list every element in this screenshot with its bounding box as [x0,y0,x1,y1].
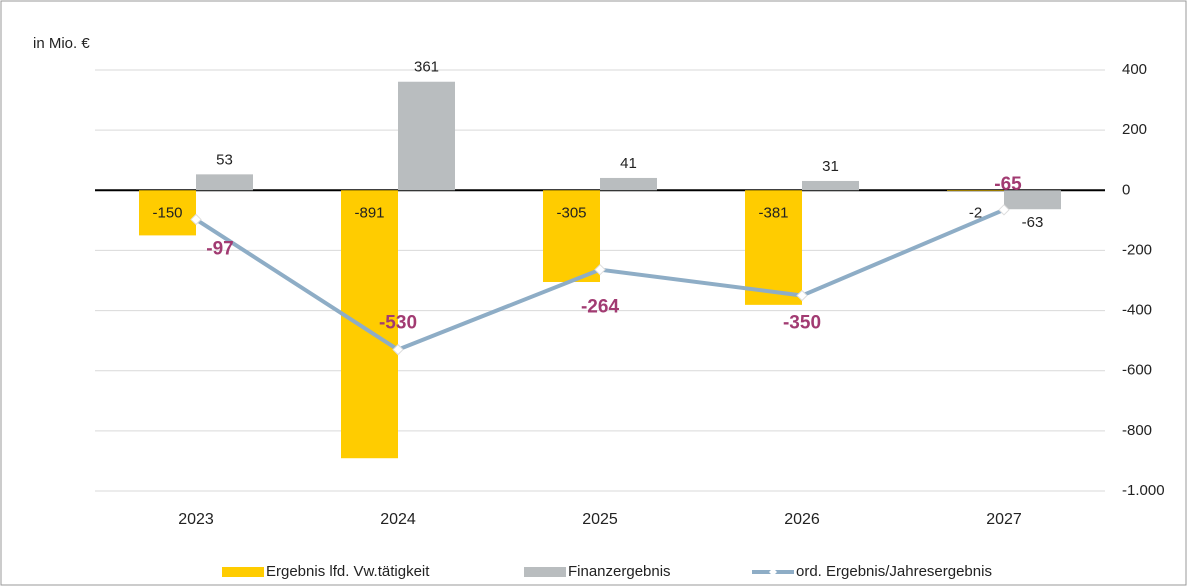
data-label: -150 [152,204,182,221]
data-label: -305 [556,204,586,221]
line-marker [594,263,606,276]
y-tick-label: 200 [1122,121,1147,138]
x-tick-label: 2024 [380,511,416,528]
line-label: -97 [206,238,233,259]
bar [543,190,600,283]
bar [802,180,859,191]
line-label: -350 [783,313,821,334]
y-tick-label: -1.000 [1122,482,1165,499]
bar [398,81,455,191]
bar [745,190,802,305]
line-marker [796,289,808,302]
line-marker [190,213,202,226]
data-label: 361 [414,59,439,76]
data-label: 31 [822,158,839,175]
y-tick-label: 400 [1122,61,1147,78]
x-tick-label: 2026 [784,511,820,528]
data-label: 53 [216,151,233,168]
line-label: -65 [994,174,1022,195]
bar [139,190,196,236]
x-tick-label: 2023 [178,511,214,528]
legend-label: Finanzergebnis [568,563,671,580]
line-marker [998,204,1010,216]
data-label: -63 [1022,214,1044,231]
legend-label: Ergebnis lfd. Vw.tätigkeit [266,563,430,580]
y-tick-label: -400 [1122,302,1152,319]
data-label: -891 [354,204,384,221]
data-label: 41 [620,155,637,172]
legend-swatch [222,567,264,577]
y-tick-label: -600 [1122,362,1152,379]
line-label: -530 [379,313,417,334]
data-label: -381 [758,204,788,221]
y-axis-label: in Mio. € [33,35,90,52]
legend-label: ord. Ergebnis/Jahresergebnis [796,563,992,580]
line-marker [392,343,404,356]
bar [600,177,657,191]
bar [1004,190,1061,210]
x-tick-label: 2025 [582,511,618,528]
y-tick-label: -200 [1122,241,1152,258]
x-tick-label: 2027 [986,511,1022,528]
line-label: -264 [581,297,619,318]
bar [196,174,253,191]
data-label: -2 [969,204,982,221]
bar [341,190,398,459]
bar [947,190,1004,191]
legend-marker [769,568,777,576]
y-tick-label: 0 [1122,181,1130,198]
y-tick-label: -800 [1122,422,1152,439]
legend-swatch [524,567,566,577]
